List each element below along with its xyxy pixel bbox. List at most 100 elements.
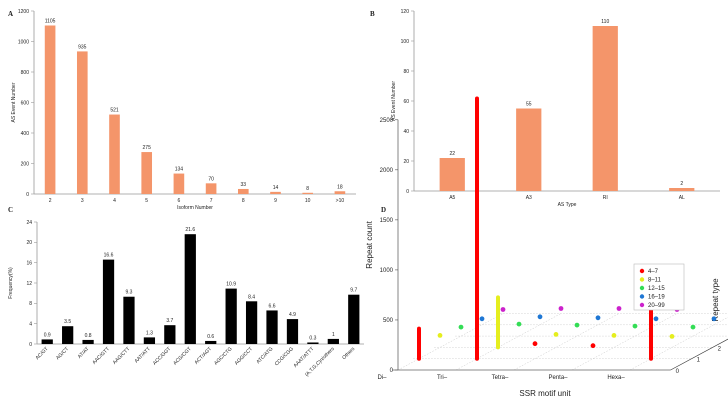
data-label: 14 (273, 185, 279, 191)
legend-marker (639, 302, 645, 308)
bar (334, 191, 346, 194)
x-tick-label: RI (603, 195, 608, 201)
bar (286, 319, 299, 344)
y-tick-label: 200 (21, 161, 30, 167)
y-tick-label: 800 (21, 70, 30, 76)
data-point (574, 322, 580, 328)
x-tick-label: ACG/CGT (172, 346, 192, 366)
panel-letter: A (8, 10, 13, 18)
bar (270, 191, 281, 194)
data-label: 16.6 (104, 253, 114, 259)
x-tick-label: 10 (305, 198, 311, 204)
y-tick-label: 16 (26, 260, 32, 266)
x-tick-label: ACC/GGT (152, 346, 172, 366)
data-label: 22 (449, 151, 455, 157)
depth-tick-label: 1 (697, 358, 701, 364)
data-point (532, 341, 538, 347)
legend-label: 4–7 (648, 269, 659, 275)
bar (102, 259, 115, 344)
data-label: 18 (337, 184, 343, 190)
data-label: 21.6 (185, 227, 195, 233)
bar (173, 173, 185, 194)
y-tick-label: 40 (403, 129, 409, 135)
y-tick-label: 0 (406, 189, 409, 195)
y-tick-label: 24 (26, 220, 32, 226)
z-tick-label: 2500 (380, 118, 394, 124)
bar (164, 325, 176, 344)
data-point (500, 307, 506, 312)
data-label: 134 (175, 167, 184, 173)
data-point (616, 306, 622, 311)
y-tick-label: 120 (401, 9, 410, 15)
x-tick-label: AAG/CTT (112, 346, 132, 366)
data-point (711, 316, 717, 322)
panel-letter: B (370, 10, 375, 18)
y-axis-title: AS Event Number (391, 81, 397, 121)
data-label: 8.4 (248, 294, 255, 300)
x-tick-label: Di– (377, 375, 387, 381)
data-label: 1105 (45, 18, 56, 24)
y-tick-label: 4 (29, 321, 32, 327)
x-tick-label: 8 (242, 198, 245, 204)
floor-grid-line (455, 313, 562, 371)
depth-axis-title: Repeat type (711, 278, 720, 322)
x-tick-label: >10 (336, 198, 345, 204)
bar (123, 296, 135, 344)
data-label: 6.6 (269, 303, 276, 309)
floor-grid-line (571, 313, 678, 371)
y-axis-title: AS Event Number (11, 82, 17, 122)
y-tick-label: 600 (21, 100, 30, 106)
x-tick-label: Tetra– (492, 375, 509, 381)
bar (669, 188, 695, 191)
y-tick-label: 20 (26, 240, 32, 246)
data-label: 4.9 (289, 312, 296, 318)
bar (184, 234, 196, 344)
x-tick-label: AL (679, 195, 685, 201)
x-tick-label: A3 (526, 195, 532, 201)
data-label: 70 (208, 176, 214, 182)
data-label: 0.6 (207, 334, 214, 340)
data-point (553, 331, 559, 337)
floor-grid-line (513, 313, 620, 371)
x-tick-label: 6 (178, 198, 181, 204)
x-tick-label: Penta– (548, 375, 568, 381)
legend-label: 12–15 (648, 286, 665, 292)
data-point (458, 324, 464, 330)
x-tick-label: 5 (145, 198, 148, 204)
legend-marker (639, 277, 645, 282)
bar (302, 192, 314, 194)
y-tick-label: 0 (26, 192, 29, 198)
depth-tick-label: 0 (676, 369, 680, 375)
y-tick-label: 1200 (18, 9, 29, 15)
data-point (590, 343, 596, 349)
bar (44, 25, 56, 194)
data-point (632, 323, 638, 329)
legend-label: 16–19 (648, 295, 665, 301)
data-point (611, 332, 617, 338)
data-label: 275 (143, 145, 152, 151)
data-label: 55 (526, 102, 532, 108)
x-tick-label: AG/CT (55, 346, 70, 361)
bar (82, 339, 94, 344)
x-tick-label: AAT/ATT (134, 346, 152, 364)
data-point (595, 315, 601, 321)
bar (205, 340, 217, 344)
x-axis-title: AS Type (558, 202, 577, 208)
bar (516, 108, 542, 191)
data-point (479, 316, 485, 322)
x-tick-label: AC/GT (35, 346, 50, 361)
y-tick-label: 1000 (18, 39, 29, 45)
y-tick-label: 100 (401, 39, 410, 45)
panel-a: A 0 200 400 600 800 1000 1200 AS Event Number 110… (8, 9, 356, 211)
z-tick-label: 500 (383, 318, 394, 324)
x-axis-title: SSR motif unit (519, 389, 571, 398)
data-label: 0.3 (309, 335, 316, 341)
legend: 4–7 8–11 12–15 16–19 20–99 (633, 263, 685, 311)
z-tick-label: 1000 (380, 268, 394, 274)
x-tick-label: 2 (49, 198, 52, 204)
data-point (516, 321, 522, 327)
data-label: 0.8 (85, 333, 92, 339)
x-tick-label: Tri– (437, 375, 448, 381)
legend-marker (639, 294, 645, 299)
